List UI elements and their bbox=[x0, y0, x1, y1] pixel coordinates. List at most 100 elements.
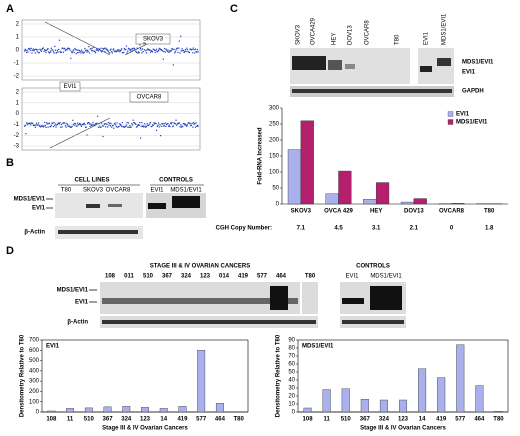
cgh-dot bbox=[160, 48, 162, 50]
cgh-value: 1.8 bbox=[485, 226, 494, 232]
cgh-dot bbox=[136, 126, 138, 128]
cgh-dot bbox=[115, 50, 117, 52]
cgh-dot bbox=[99, 50, 101, 52]
cgh-dot bbox=[65, 126, 67, 128]
y-tick-label: 2 bbox=[16, 22, 20, 28]
cgh-dot bbox=[82, 124, 84, 126]
cgh-dot bbox=[133, 122, 135, 124]
cgh-dot bbox=[148, 124, 150, 126]
cgh-dot bbox=[97, 126, 99, 128]
cgh-dot bbox=[186, 124, 189, 126]
cgh-dot bbox=[137, 52, 139, 54]
cgh-dot bbox=[86, 51, 88, 53]
cgh-dot bbox=[196, 48, 199, 51]
cgh-dot bbox=[130, 126, 132, 128]
y-tick-label: 0 bbox=[16, 111, 20, 117]
cgh-dot bbox=[111, 125, 113, 127]
cgh-dot bbox=[123, 126, 126, 128]
cgh-dot bbox=[196, 51, 198, 53]
cgh-dot bbox=[124, 49, 126, 51]
cgh-dot bbox=[58, 39, 61, 41]
cgh-dot bbox=[85, 49, 87, 51]
cgh-dot bbox=[112, 49, 114, 51]
cgh-dot bbox=[84, 126, 87, 128]
cgh-dot bbox=[83, 122, 85, 124]
cgh-dot bbox=[134, 49, 136, 51]
cgh-dot bbox=[82, 52, 85, 54]
lane-label: EVI1 bbox=[345, 274, 359, 280]
cgh-dot bbox=[162, 123, 164, 125]
cgh-dot bbox=[110, 48, 112, 50]
cgh-dot bbox=[44, 49, 46, 51]
cgh-dot bbox=[63, 48, 65, 50]
cgh-dot bbox=[74, 122, 76, 124]
cgh-dot bbox=[30, 124, 32, 126]
y-tick-label: -2 bbox=[14, 133, 20, 139]
cgh-dot bbox=[177, 51, 179, 54]
cgh-dot bbox=[105, 126, 107, 128]
cgh-dot bbox=[121, 125, 123, 127]
chart-title: MDS1/EVI1 bbox=[302, 344, 334, 350]
cgh-dot bbox=[29, 122, 31, 124]
cgh-dot bbox=[177, 122, 179, 124]
cgh-dot bbox=[132, 49, 134, 51]
cgh-dot bbox=[32, 124, 34, 127]
cgh-dot bbox=[117, 49, 119, 51]
cgh-dot bbox=[72, 50, 74, 52]
cgh-dot bbox=[40, 125, 42, 127]
cgh-dot bbox=[47, 126, 49, 128]
lane-label: 464 bbox=[276, 274, 287, 280]
cgh-dot bbox=[68, 47, 70, 50]
cgh-dot bbox=[192, 47, 195, 49]
cgh-dot bbox=[127, 122, 130, 124]
y-tick-label: -3 bbox=[14, 144, 20, 150]
cgh-dot bbox=[74, 49, 77, 51]
cgh-dot bbox=[41, 48, 43, 50]
cgh-dot bbox=[173, 48, 175, 50]
y-tick-label: 100 bbox=[269, 170, 280, 176]
cgh-dot bbox=[167, 49, 169, 51]
cgh-dot bbox=[50, 124, 52, 126]
cgh-dot bbox=[122, 126, 124, 128]
x-tick-label: DOV13 bbox=[404, 209, 424, 215]
cgh-dot bbox=[94, 124, 96, 126]
cgh-dot bbox=[72, 49, 75, 51]
cgh-dot bbox=[98, 122, 100, 124]
cgh-dot bbox=[169, 50, 171, 52]
cgh-dot bbox=[181, 48, 183, 50]
lane-label: T80 bbox=[305, 274, 316, 280]
cgh-dot bbox=[188, 51, 191, 54]
cgh-dot bbox=[44, 125, 46, 127]
cgh-dot bbox=[155, 49, 157, 52]
cgh-dot bbox=[133, 122, 136, 124]
cgh-dot bbox=[75, 53, 77, 55]
cgh-dot bbox=[70, 126, 72, 128]
bar bbox=[303, 407, 312, 413]
bar bbox=[84, 407, 93, 413]
cgh-dot bbox=[122, 52, 124, 54]
chart-title: EVI1 bbox=[46, 344, 60, 350]
cgh-dot bbox=[78, 51, 80, 54]
cgh-dot bbox=[97, 115, 99, 117]
cgh-dot bbox=[88, 52, 91, 54]
cgh-dot bbox=[182, 123, 184, 125]
cgh-dot bbox=[86, 49, 89, 51]
cgh-dot bbox=[156, 50, 158, 53]
cgh-dot bbox=[126, 52, 128, 54]
cgh-dot bbox=[68, 48, 71, 50]
band bbox=[270, 286, 288, 310]
cgh-dot bbox=[35, 48, 37, 50]
cgh-dot bbox=[34, 126, 36, 128]
cgh-dot bbox=[98, 48, 100, 50]
cgh-dot bbox=[121, 48, 123, 50]
cgh-dot bbox=[64, 125, 67, 127]
x-tick-label: T80 bbox=[484, 209, 495, 215]
cgh-dot bbox=[134, 122, 136, 125]
cgh-dot bbox=[96, 122, 98, 124]
cgh-dot bbox=[54, 45, 56, 47]
cgh-dot bbox=[81, 123, 83, 126]
cgh-dot bbox=[40, 50, 42, 52]
cgh-dot bbox=[69, 126, 71, 128]
cgh-dot bbox=[157, 124, 159, 126]
bar bbox=[66, 408, 75, 413]
